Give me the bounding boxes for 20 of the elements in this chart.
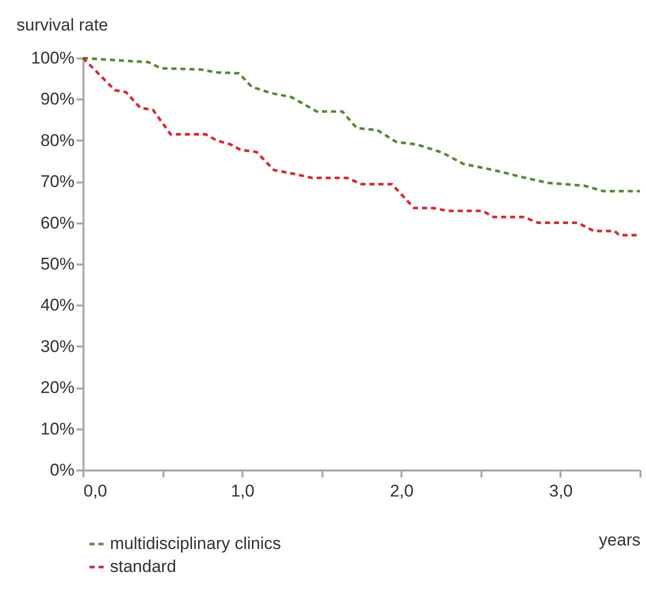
x-tick-label: 0,0 xyxy=(84,482,108,500)
x-tick-label: 3,0 xyxy=(549,482,573,500)
y-tick-label: 80% xyxy=(40,130,74,150)
y-tick-label: 60% xyxy=(40,213,74,232)
y-tick-label: 90% xyxy=(40,90,74,109)
legend-label: standard xyxy=(110,557,176,576)
y-tick-label: 0% xyxy=(50,460,74,480)
legend-label: multidisciplinary clinics xyxy=(110,534,281,553)
y-tick-label: 100% xyxy=(31,48,74,68)
y-tick-label: 30% xyxy=(40,336,74,356)
line-series xyxy=(82,56,642,192)
y-axis-title: survival rate xyxy=(16,16,108,34)
y-tick-label: 50% xyxy=(40,254,74,274)
x-axis-title: years xyxy=(598,530,640,550)
y-tick-label: 20% xyxy=(40,378,74,398)
y-tick-label: 10% xyxy=(40,419,74,438)
y-tick-label: 40% xyxy=(40,296,74,315)
x-tick-label: 2,0 xyxy=(390,482,414,500)
x-tick-label: 1,0 xyxy=(230,482,254,500)
y-tick-label: 70% xyxy=(40,172,74,192)
